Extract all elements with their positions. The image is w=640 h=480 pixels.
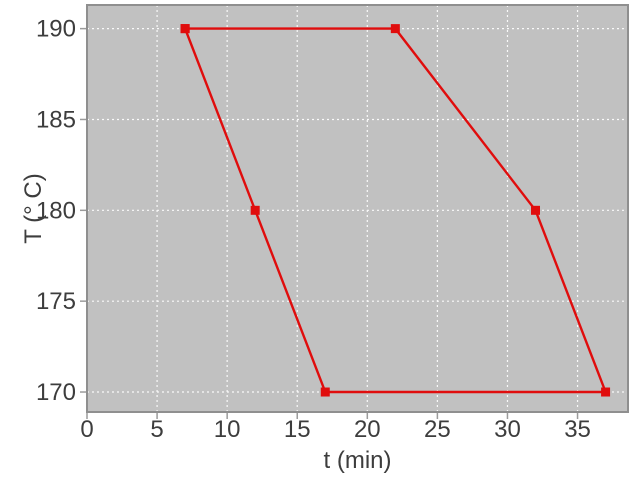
x-tick-label: 25 bbox=[424, 416, 451, 443]
x-tick-label: 30 bbox=[494, 416, 521, 443]
y-tick-label: 175 bbox=[36, 288, 76, 315]
data-point-marker bbox=[250, 205, 260, 215]
y-tick-label: 190 bbox=[36, 16, 76, 43]
data-point-marker bbox=[390, 24, 400, 34]
y-axis-title: T (° C) bbox=[20, 173, 47, 243]
y-tick-label: 185 bbox=[36, 106, 76, 133]
x-tick-label: 15 bbox=[284, 416, 311, 443]
data-point-marker bbox=[180, 24, 190, 34]
y-tick-label: 170 bbox=[36, 379, 76, 406]
x-tick-label: 10 bbox=[214, 416, 241, 443]
x-tick-label: 0 bbox=[80, 416, 93, 443]
y-tick-label: 180 bbox=[36, 197, 76, 224]
x-tick-label: 5 bbox=[150, 416, 163, 443]
x-tick-label: 20 bbox=[354, 416, 381, 443]
x-axis-title: t (min) bbox=[324, 447, 392, 474]
data-point-marker bbox=[530, 205, 540, 215]
x-tick-label: 35 bbox=[564, 416, 591, 443]
data-point-marker bbox=[601, 387, 611, 397]
plot-border bbox=[86, 4, 629, 413]
plot-area bbox=[87, 5, 628, 412]
data-point-marker bbox=[320, 387, 330, 397]
